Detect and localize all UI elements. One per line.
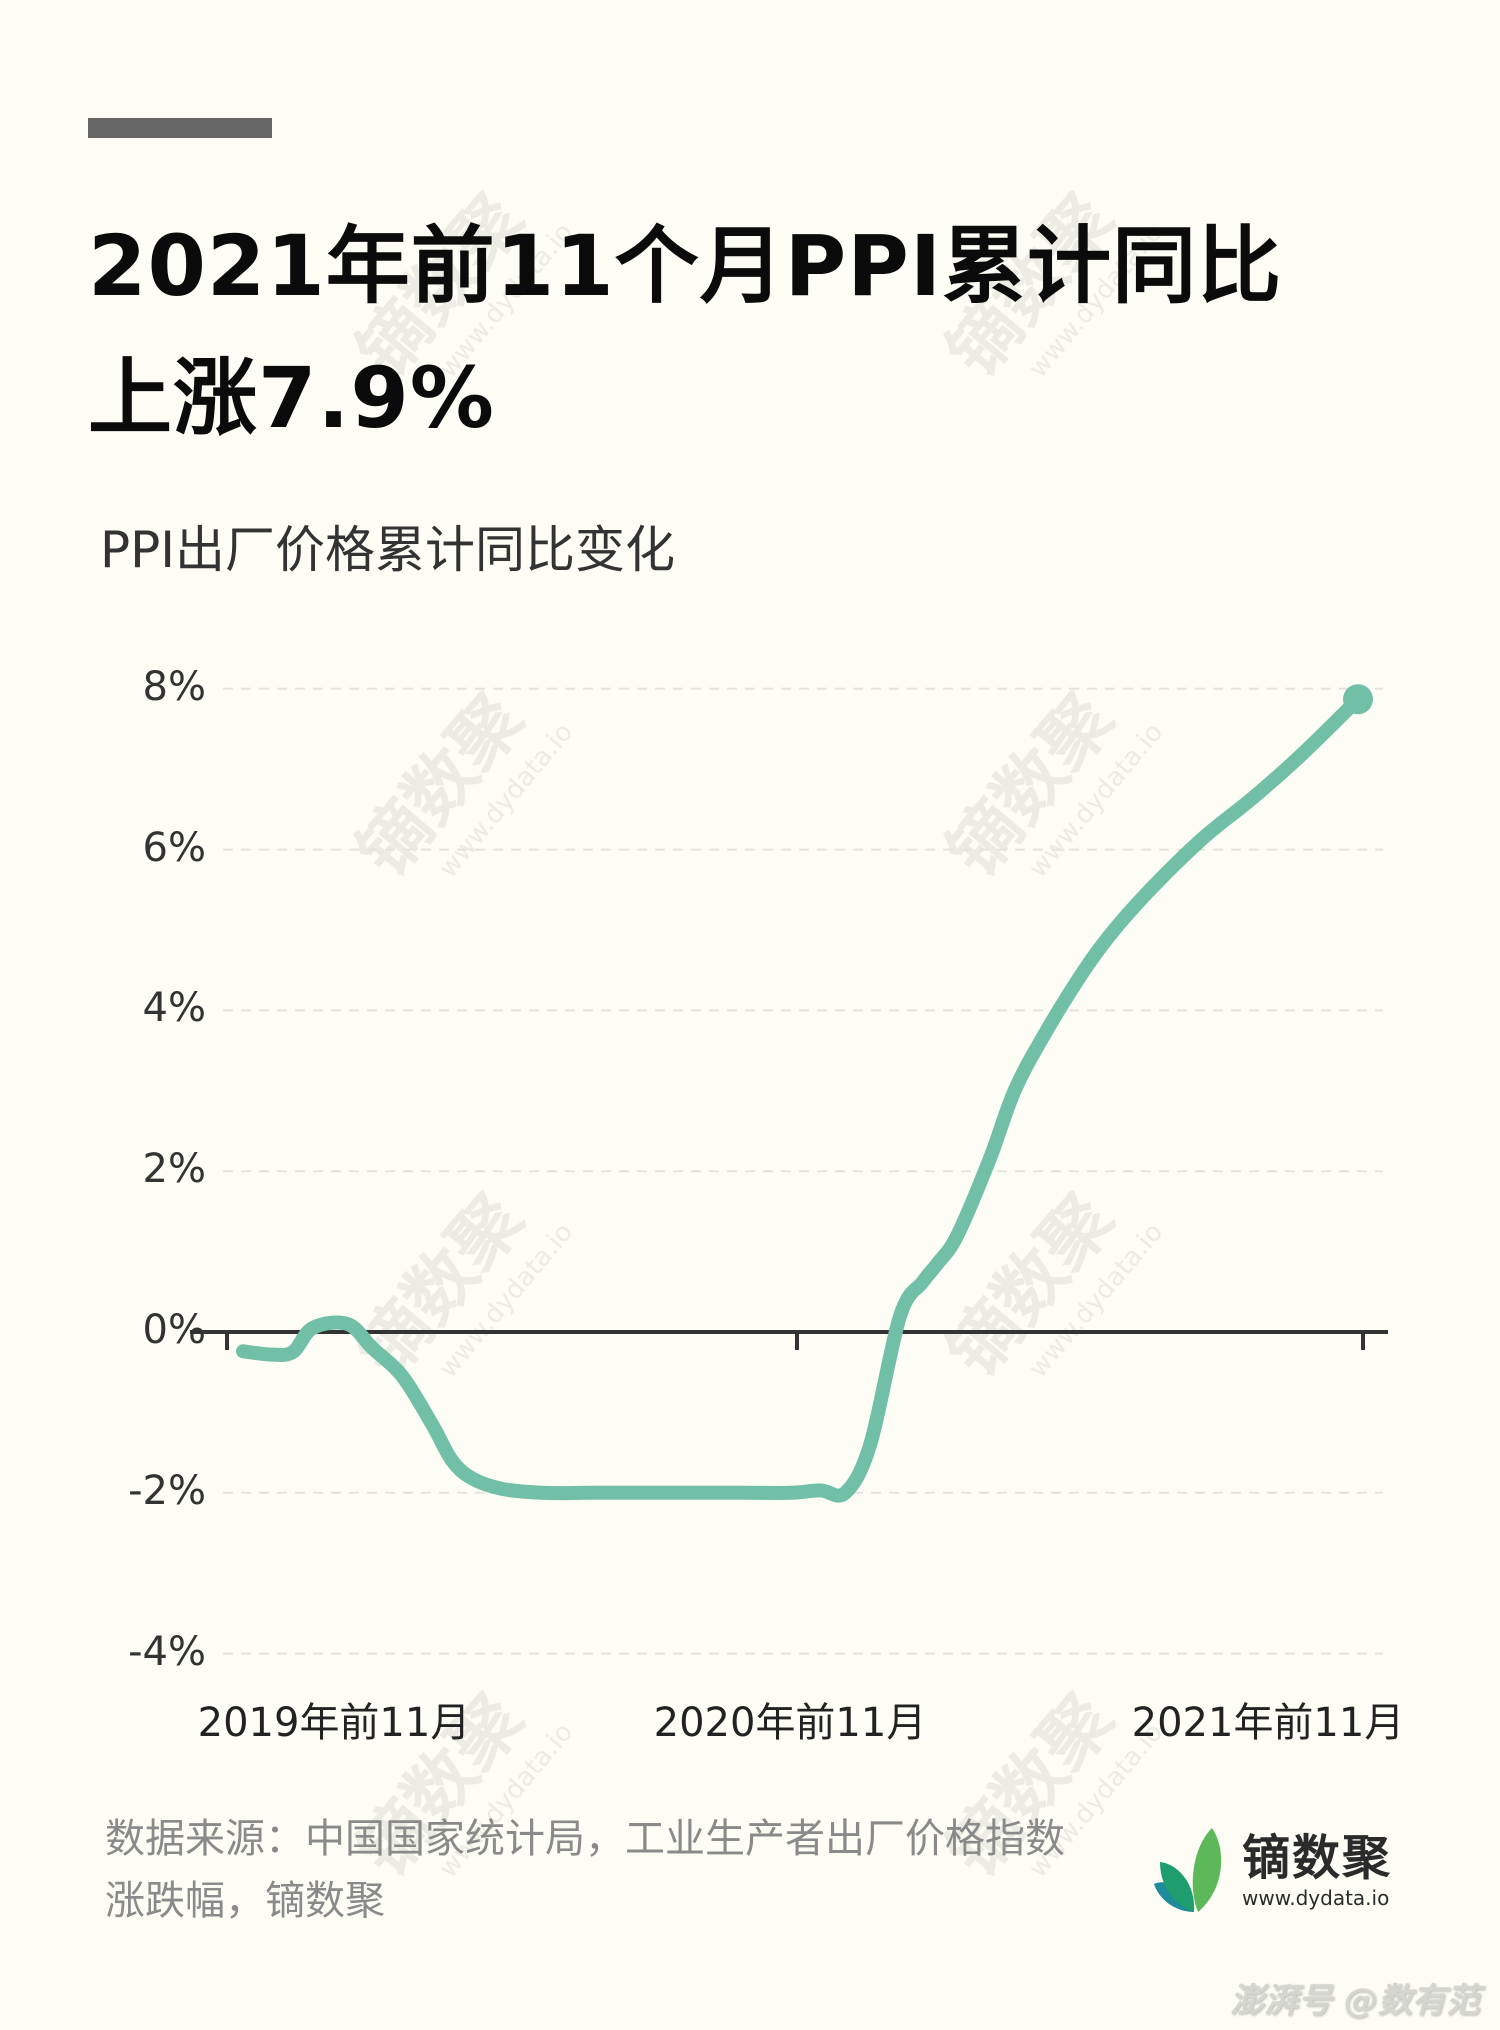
y-tick-label: 0% — [142, 1307, 206, 1353]
x-tick-label: 2020年前11月 — [653, 1700, 927, 1746]
page-title: 2021年前11个月PPI累计同比 上涨7.9% — [88, 200, 1468, 464]
ppi-line-series — [236, 692, 1365, 1503]
y-tick-label: 2% — [142, 1146, 206, 1193]
leaf-logo-icon — [1154, 1828, 1222, 1912]
chart-subtitle: PPI出厂价格累计同比变化 — [100, 521, 676, 579]
x-tick-label: 2019年前11月 — [197, 1700, 471, 1746]
x-tick-label: 2021年前11月 — [1131, 1700, 1405, 1746]
platform-watermark: 澎湃号 @数有范 — [1230, 1981, 1480, 2021]
title-line-1: 2021年前11个月PPI累计同比 — [88, 217, 1283, 315]
data-source-note: 数据来源：中国国家统计局，工业生产者出厂价格指数涨跌幅，镝数聚 — [105, 1816, 1065, 1924]
y-tick-label: -2% — [128, 1467, 206, 1514]
end-point-marker — [1343, 684, 1373, 715]
y-tick-label: 6% — [142, 824, 206, 871]
title-line-2: 上涨7.9% — [88, 349, 495, 447]
logo-url: www.dydata.io — [1242, 1886, 1390, 1910]
brand-logo: 镝数聚 www.dydata.io — [1150, 1826, 1410, 1916]
logo-brand-name: 镝数聚 — [1242, 1830, 1393, 1886]
y-tick-label: 8% — [142, 663, 206, 710]
y-tick-label: 4% — [142, 985, 206, 1032]
top-accent-bar — [88, 118, 272, 138]
y-tick-label: -4% — [128, 1628, 206, 1675]
